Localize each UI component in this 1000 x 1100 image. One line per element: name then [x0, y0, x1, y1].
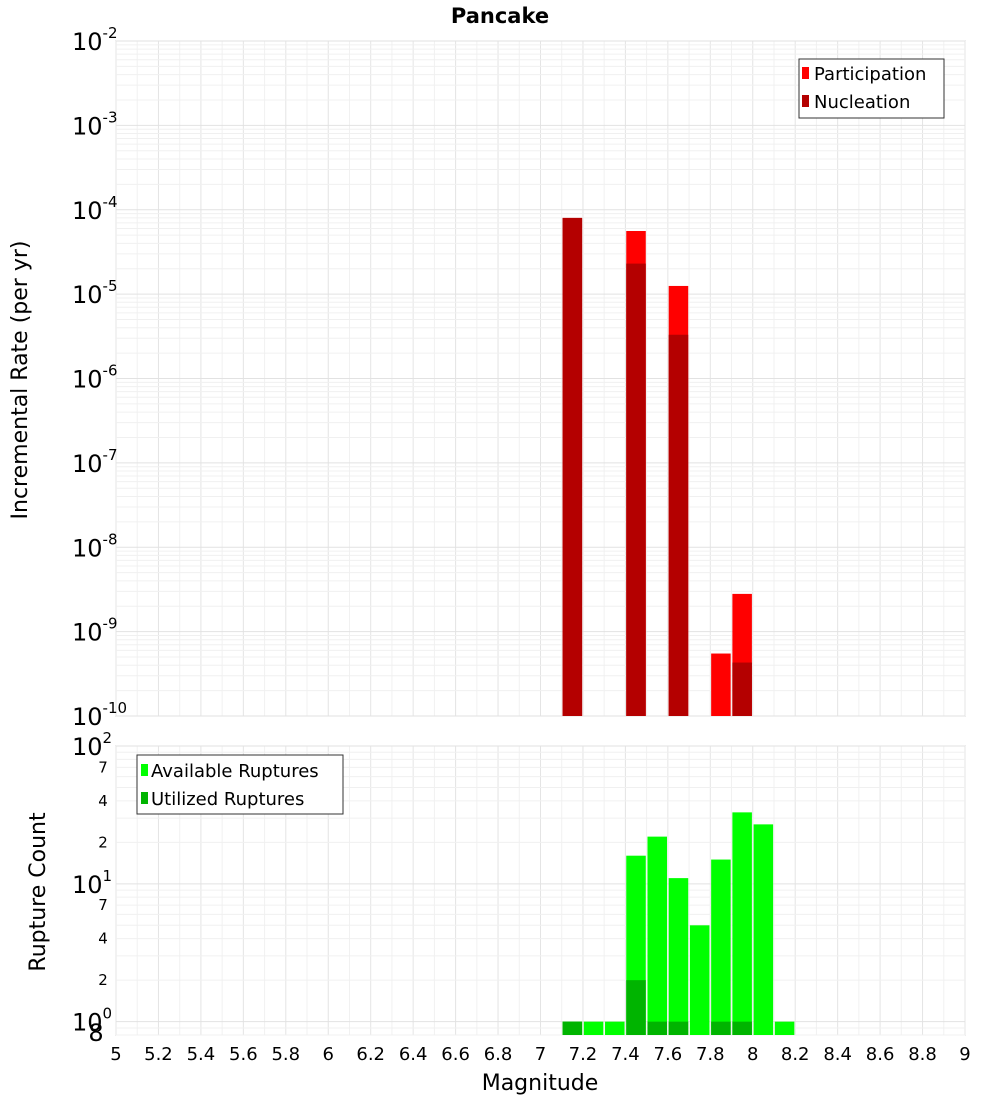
top-y-ticks: 10-2 10-3 10-4 10-5 10-6 10-7 10-8 10-9 10-10 [72, 24, 127, 731]
bar-available-ruptures [774, 1021, 795, 1035]
y-minor-tick-label: 8 [88, 1019, 103, 1047]
y-tick-label: 10-4 [72, 193, 118, 225]
legend-label-available: Available Ruptures [151, 761, 319, 782]
bottom-legend-box [136, 754, 344, 815]
bar-available-ruptures [689, 925, 710, 1035]
y-tick-label: 10-6 [72, 362, 118, 394]
bar-available-ruptures [605, 1021, 625, 1035]
top-legend-box [798, 58, 945, 119]
x-ticks: 5 5.2 5.4 5.6 5.8 6 6.2 6.4 6.6 6.8 7 7.2 7.4 7.6 7.8 8… [110, 1044, 970, 1065]
y-minor-tick-label: 7 [98, 896, 108, 914]
top-bars [562, 217, 752, 716]
bar-nucleation [668, 334, 689, 716]
top-plot: 10-2 10-3 10-4 10-5 10-6 10-7 10-8 10-9 10-10 Pa… [8, 4, 966, 731]
top-legend: Participation Nucleation [798, 58, 945, 119]
bar-available-ruptures [668, 878, 689, 1035]
y-tick-label: 10-7 [72, 446, 118, 478]
x-tick-label: 5.2 [144, 1044, 173, 1065]
legend-swatch-utilized [141, 792, 148, 804]
bar-utilized-ruptures [647, 1021, 668, 1035]
x-tick-label: 5.4 [187, 1044, 216, 1065]
legend-swatch-participation [802, 67, 809, 79]
y-tick-label: 101 [72, 867, 112, 899]
x-tick-label: 6 [323, 1044, 334, 1065]
x-tick-label: 8.4 [823, 1044, 852, 1065]
y-tick-label: 10-8 [72, 530, 118, 562]
bar-utilized-ruptures [626, 980, 646, 1035]
bar-utilized-ruptures [711, 1021, 731, 1035]
y-tick-label: 102 [72, 729, 112, 761]
x-tick-label: 8 [747, 1044, 758, 1065]
bottom-y-axis-label: Rupture Count [26, 812, 51, 972]
bar-nucleation [626, 263, 646, 716]
y-minor-tick-label: 4 [98, 930, 108, 948]
x-tick-label: 5.6 [229, 1044, 258, 1065]
x-tick-label: 7.2 [569, 1044, 598, 1065]
bar-nucleation [732, 662, 752, 716]
bar-participation [711, 653, 731, 716]
x-tick-label: 8.2 [781, 1044, 810, 1065]
legend-swatch-nucleation [802, 95, 809, 107]
y-minor-tick-label: 4 [98, 792, 108, 810]
bottom-bars [562, 812, 795, 1035]
top-y-axis-label: Incremental Rate (per yr) [8, 241, 33, 520]
x-tick-label: 7.6 [654, 1044, 683, 1065]
x-tick-label: 8.8 [908, 1044, 937, 1065]
y-tick-label: 10-3 [72, 108, 118, 140]
bar-nucleation [562, 217, 583, 716]
x-tick-label: 6.6 [441, 1044, 470, 1065]
bar-available-ruptures [753, 824, 774, 1035]
y-tick-label: 100 [72, 1005, 112, 1037]
bar-utilized-ruptures [668, 1021, 689, 1035]
y-tick-label: 10-2 [72, 24, 118, 56]
bar-available-ruptures [583, 1021, 604, 1035]
chart-title: Pancake [451, 4, 549, 28]
x-tick-label: 7.4 [611, 1044, 640, 1065]
x-tick-label: 8.6 [866, 1044, 895, 1065]
x-tick-label: 5 [110, 1044, 121, 1065]
bar-utilized-ruptures [562, 1021, 583, 1035]
y-minor-tick-label: 2 [98, 971, 108, 989]
x-tick-label: 6.8 [484, 1044, 513, 1065]
bar-utilized-ruptures [732, 1021, 752, 1035]
y-tick-label: 10-9 [72, 615, 118, 647]
bar-available-ruptures [647, 836, 668, 1035]
legend-swatch-available [141, 764, 148, 776]
bar-available-ruptures [711, 859, 731, 1035]
x-tick-label: 7.8 [696, 1044, 725, 1065]
y-tick-label: 10-10 [72, 699, 127, 731]
x-tick-label: 6.4 [399, 1044, 428, 1065]
y-minor-tick-label: 2 [98, 833, 108, 851]
bottom-y-ticks: 102 101 100 7 4 2 7 4 2 8 [72, 729, 112, 1047]
top-grid [115, 40, 966, 717]
legend-label-nucleation: Nucleation [814, 92, 910, 113]
bottom-legend: Available Ruptures Utilized Ruptures [136, 754, 344, 815]
y-tick-label: 10-5 [72, 277, 118, 309]
y-minor-tick-label: 7 [98, 758, 108, 776]
legend-label-utilized: Utilized Ruptures [151, 789, 304, 810]
bottom-plot: 102 101 100 7 4 2 7 4 2 8 5 5.2 5.4 5.6 5.8 6 6.2 6.4 6.6… [26, 729, 971, 1096]
x-tick-label: 6.2 [356, 1044, 385, 1065]
x-tick-label: 9 [959, 1044, 970, 1065]
x-tick-label: 7 [535, 1044, 546, 1065]
legend-label-participation: Participation [814, 64, 926, 85]
x-axis-label: Magnitude [482, 1071, 599, 1096]
bar-available-ruptures [732, 812, 752, 1035]
x-tick-label: 5.8 [271, 1044, 300, 1065]
